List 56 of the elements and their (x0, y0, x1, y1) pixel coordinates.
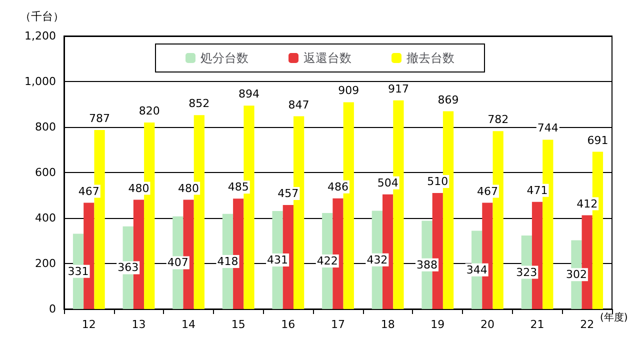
data-label: 820 (138, 104, 160, 118)
data-label: 418 (217, 254, 238, 268)
data-label: 467 (78, 184, 100, 198)
data-label: 691 (587, 134, 608, 147)
data-label: 432 (366, 253, 388, 266)
data-label: 787 (89, 112, 110, 125)
legend-label: 撤去台数 (406, 51, 454, 65)
data-label: 486 (328, 180, 348, 194)
x-tick-label: 17 (331, 318, 345, 331)
data-label: 847 (288, 98, 310, 112)
data-label: 302 (566, 268, 587, 282)
y-tick-label: 1,000 (24, 75, 56, 88)
data-label: 852 (188, 97, 210, 110)
data-label: 510 (427, 174, 448, 188)
x-tick-label: 14 (182, 318, 196, 331)
legend-label: 返還台数 (304, 51, 352, 65)
y-tick-label: 400 (35, 212, 56, 224)
data-label: 331 (68, 264, 89, 278)
data-label: 363 (118, 261, 139, 274)
x-axis-title: (年度) (600, 312, 628, 324)
data-label: 744 (537, 122, 558, 135)
x-tick-label: 12 (82, 318, 96, 331)
data-label: 422 (316, 254, 338, 268)
data-label: 344 (466, 263, 488, 276)
data-label: 323 (516, 266, 538, 279)
y-axis-title: （千台） (20, 10, 64, 23)
x-tick-label: 21 (530, 318, 544, 331)
y-tick-label: 200 (35, 257, 56, 270)
data-label: 388 (416, 258, 438, 272)
data-label: 457 (278, 187, 299, 200)
y-tick-label: 800 (35, 120, 56, 134)
y-tick-label: 600 (35, 166, 56, 179)
data-label: 412 (576, 197, 598, 210)
y-tick-label: 0 (49, 302, 56, 316)
data-label: 480 (128, 182, 150, 195)
data-label: 431 (267, 253, 288, 266)
data-label: 407 (167, 256, 188, 270)
x-tick-label: 19 (430, 318, 445, 331)
x-tick-label: 20 (480, 318, 494, 331)
data-label: 909 (338, 84, 360, 98)
data-label: 485 (228, 180, 249, 194)
data-label: 467 (476, 184, 498, 198)
x-tick-label: 18 (380, 318, 395, 331)
x-tick-label: 16 (281, 318, 296, 331)
x-tick-label: 22 (580, 318, 594, 331)
legend-label: 処分台数 (200, 51, 248, 65)
data-label: 917 (388, 82, 409, 96)
y-tick-label: 1,200 (24, 30, 56, 42)
x-tick-label: 15 (231, 318, 246, 331)
data-label: 782 (488, 113, 509, 126)
data-label: 471 (526, 184, 548, 197)
data-label: 869 (438, 93, 459, 106)
data-label: 504 (377, 176, 398, 190)
x-tick-label: 13 (132, 318, 146, 331)
data-label: 894 (238, 88, 260, 101)
data-label: 480 (178, 182, 200, 195)
